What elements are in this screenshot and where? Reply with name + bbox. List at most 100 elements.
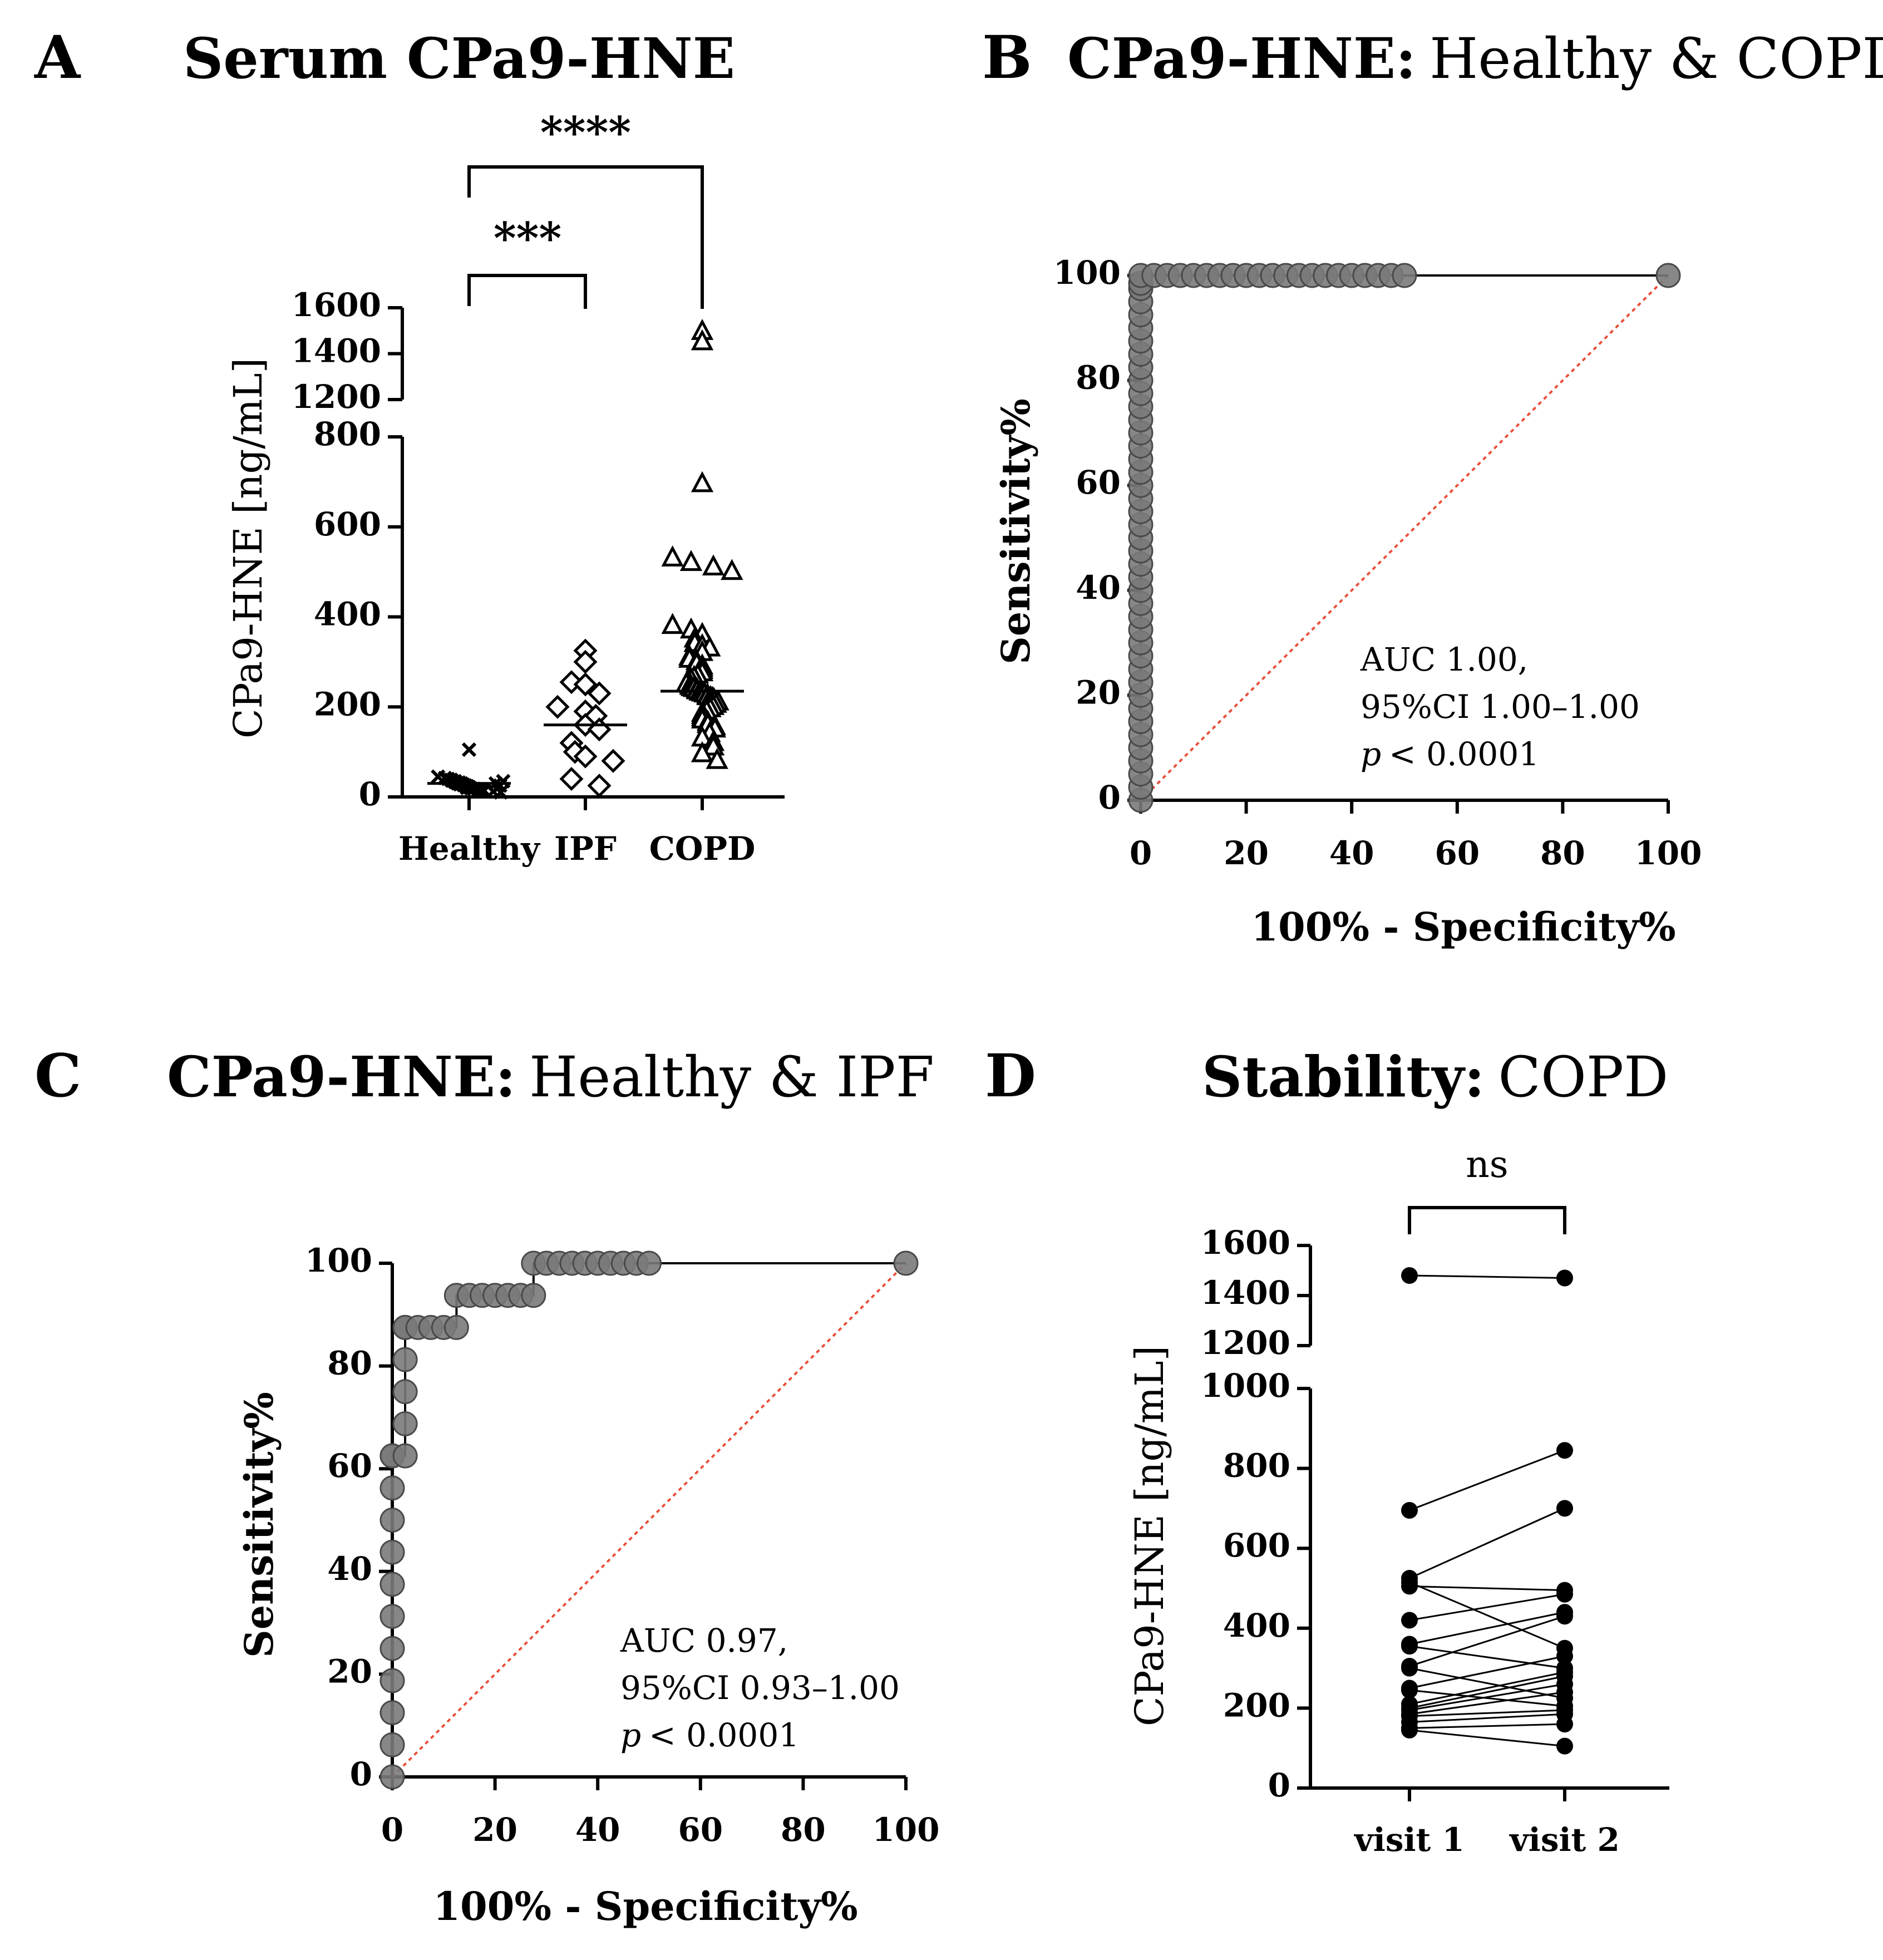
panel-d-y-tick-label: 1400	[1201, 1274, 1290, 1312]
panel-c-roc-point	[379, 1668, 405, 1693]
panel-a-significance-label: ***	[494, 213, 561, 264]
panel-d-visit1-point	[1401, 1659, 1418, 1677]
panel-b-p-symbol: p	[1361, 735, 1381, 773]
panel-d-plot: 0 200 400 600 800 1000 1200 1400 1600 visit 1 visi…	[1201, 1143, 1669, 1859]
panel-d-y-tick-label: 600	[1223, 1526, 1290, 1564]
panel-b-y-tick-label: 100	[1053, 254, 1121, 292]
panel-b-x-tick-label: 40	[1329, 834, 1374, 872]
panel-b-title-rest: Healthy & COPD	[1429, 26, 1883, 91]
panel-d-y-tick-label: 1000	[1201, 1367, 1290, 1405]
panel-b-y-tick-label: 40	[1076, 569, 1121, 607]
panel-d-significance-label: ns	[1466, 1143, 1508, 1186]
panel-a-ipf-point	[573, 672, 598, 697]
panel-a-y-tick-label: 400	[314, 595, 381, 633]
panel-a-y-tick-label: 0	[359, 775, 381, 813]
panel-b-plot: 0 20 40 60 80 100 0 20 40 60 80 100	[1053, 254, 1702, 872]
panel-b-auc-text: AUC 1.00,	[1360, 641, 1528, 678]
panel-a-significance-bracket	[467, 274, 587, 309]
panel-c-p-symbol: p	[620, 1716, 641, 1754]
panel-letter-d: D	[985, 1041, 1036, 1110]
panel-b-y-tick-label: 20	[1076, 673, 1121, 711]
panel-c-y-tick-label: 20	[327, 1652, 372, 1690]
panel-d-pair-line	[1409, 1645, 1565, 1670]
panel-d-pair-line	[1409, 1655, 1565, 1689]
panel-b-x-tick-label: 80	[1540, 834, 1585, 872]
panel-a-y-tick-label: 1400	[292, 332, 381, 370]
panel-c-y-tick-label: 100	[305, 1242, 372, 1279]
panel-a-y-tick-label: 600	[314, 505, 381, 543]
panel-c-roc-point	[379, 1700, 405, 1726]
panel-c-x-tick-label: 20	[472, 1811, 517, 1849]
panel-b-title: CPa9-HNE: Healthy & COPD	[1067, 26, 1883, 91]
panel-b-y-tick-label: 80	[1076, 359, 1121, 397]
panel-d-pair-line	[1409, 1667, 1565, 1699]
panel-c-y-tick-label: 80	[327, 1345, 372, 1382]
panel-letter-a: A	[34, 22, 81, 92]
panel-c-roc-point	[637, 1250, 662, 1276]
panel-c-roc-point	[379, 1539, 405, 1565]
panel-d-visit1-point	[1401, 1682, 1418, 1699]
panel-d-pair-line	[1409, 1611, 1565, 1645]
panel-a-copd-point	[721, 559, 743, 580]
panel-d-pair-line	[1409, 1729, 1565, 1747]
panel-a-ipf-point	[559, 767, 584, 791]
panel-b-roc-point	[1392, 263, 1417, 288]
panel-a-copd-point	[691, 741, 714, 762]
panel-a-ipf-point	[545, 695, 570, 719]
panel-d-pair-line	[1409, 1675, 1565, 1709]
panel-c-roc-point	[392, 1347, 418, 1372]
panel-c-roc-point	[443, 1314, 469, 1340]
panel-d-pair-line	[1409, 1508, 1565, 1579]
panel-c-roc-point	[379, 1508, 405, 1533]
panel-d-significance-bracket	[1408, 1206, 1566, 1234]
panel-b-x-tick-label: 20	[1224, 834, 1269, 872]
panel-c-x-tick-label: 60	[678, 1811, 723, 1849]
panel-a-x-tick-label: IPF	[554, 830, 617, 868]
panel-c-roc-point	[392, 1379, 418, 1405]
panel-a-ipf-point	[587, 681, 612, 706]
panel-c-auc-text: AUC 0.97,	[620, 1622, 788, 1659]
panel-a-ipf-point	[587, 774, 612, 798]
panel-d-pair-line	[1409, 1581, 1565, 1649]
panel-d-visit1-point	[1401, 1721, 1418, 1739]
panel-c-plot: 0 20 40 60 80 100 0 20 40 60 80 100	[305, 1242, 940, 1849]
panel-c-p-text: p < 0.0001	[620, 1716, 799, 1754]
panel-c-roc-point	[893, 1250, 919, 1276]
panel-d-visit1-point	[1401, 1267, 1418, 1284]
panel-a-healthy-point	[496, 774, 511, 789]
panel-c-x-tick-label: 100	[872, 1811, 939, 1849]
panel-c-title: CPa9-HNE: Healthy & IPF	[167, 1044, 934, 1110]
panel-c-roc-point	[521, 1283, 546, 1308]
panel-d-y-tick-label: 1200	[1201, 1324, 1290, 1362]
panel-d-y-tick-label: 0	[1268, 1766, 1290, 1804]
panel-a-significance-label: ****	[540, 107, 631, 158]
panel-d-visit1-point	[1401, 1501, 1418, 1519]
panel-a-x-tick-label: Healthy	[398, 830, 541, 868]
panel-a-ipf-point	[573, 744, 598, 769]
panel-a-x-tick-label: COPD	[649, 830, 756, 868]
panel-b-y-tick-label: 0	[1098, 779, 1121, 816]
panel-a-healthy-point	[472, 782, 488, 797]
panel-d-y-tick-label: 200	[1223, 1686, 1290, 1724]
panel-c-roc-point	[379, 1764, 405, 1790]
panel-b-x-tick-label: 60	[1435, 834, 1480, 872]
panel-d-visit2-point	[1556, 1500, 1573, 1517]
panel-d-visit1-point	[1401, 1578, 1418, 1595]
panel-d-title-bold: Stability:	[1202, 1044, 1485, 1110]
panel-a-ipf-point	[573, 649, 598, 674]
panel-a-ipf-point	[559, 670, 584, 695]
panel-c-annotation: AUC 0.97, 95%CI 0.93–1.00 p < 0.0001	[620, 1622, 900, 1754]
panel-c-x-tick-label: 80	[781, 1811, 826, 1849]
panel-a-y-axis-label: CPa9-HNE [ng/mL]	[225, 358, 271, 738]
panel-d-visit2-point	[1556, 1442, 1573, 1459]
panel-d-visit2-point	[1556, 1585, 1573, 1603]
panel-c-x-tick-label: 0	[381, 1811, 403, 1849]
panel-c-roc-point	[379, 1636, 405, 1661]
panel-d-pair-line	[1409, 1713, 1565, 1723]
panel-d-visit2-point	[1556, 1608, 1573, 1625]
panel-d-pair-line	[1409, 1593, 1565, 1621]
panel-c-title-rest: Healthy & IPF	[529, 1045, 934, 1110]
panel-d-y-tick-label: 400	[1223, 1607, 1290, 1644]
